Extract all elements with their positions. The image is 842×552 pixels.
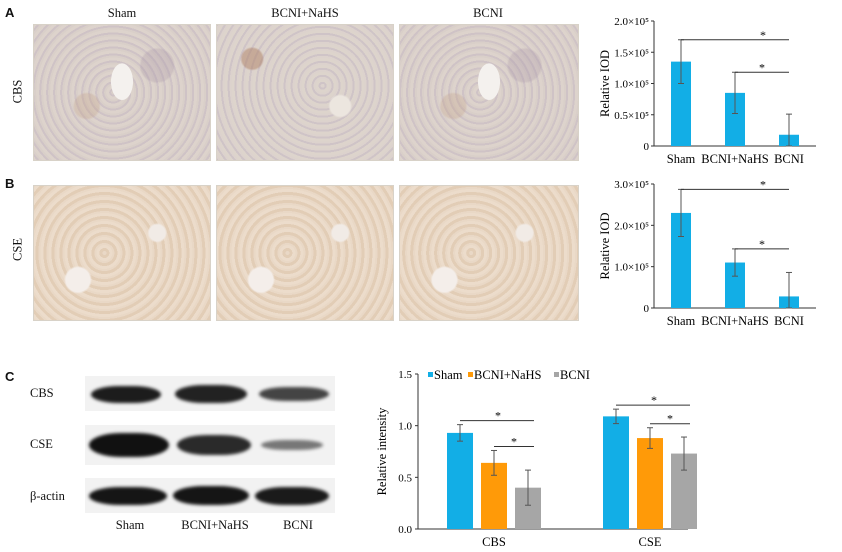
x-tick-label: CBS — [482, 535, 506, 549]
y-axis-label: Relative intensity — [375, 407, 389, 496]
blot-band — [255, 487, 329, 505]
blot-band — [175, 385, 247, 403]
blot-col-label-bcni: BCNI — [283, 518, 313, 532]
bar — [671, 212, 691, 308]
legend-swatch — [468, 372, 473, 377]
micro-row-label-cse: CSE — [10, 238, 25, 261]
blot-band — [261, 440, 323, 450]
blot-col-label-sham: Sham — [115, 518, 145, 532]
panel-letter-a: A — [5, 5, 15, 20]
bar — [603, 416, 629, 529]
bar — [725, 262, 745, 308]
y-tick-label: 2.0×10⁵ — [614, 16, 649, 28]
blot-band — [177, 435, 251, 455]
y-tick-label: 0 — [644, 303, 650, 315]
legend-label: BCNI — [560, 368, 590, 382]
micrograph-cse-nahs — [216, 185, 394, 321]
chart-c-relative-intensity: 0.0 0.5 1.0 1.5 Relative intensity Sham BCNI+N… — [375, 368, 697, 549]
y-tick-label: 1.5 — [398, 369, 412, 381]
bar — [725, 92, 745, 146]
significance-star: * — [667, 412, 673, 426]
panel-letter-c: C — [5, 369, 15, 384]
blot-band — [89, 487, 167, 505]
micro-row-label-cbs: CBS — [10, 79, 25, 104]
y-tick-label: 0.0 — [398, 524, 412, 536]
blot-strip-cbs — [85, 376, 335, 411]
significance-star: * — [511, 434, 517, 448]
micro-col-label-nahs: BCNI+NaHS — [271, 6, 339, 20]
legend-swatch — [554, 372, 559, 377]
x-tick-label: BCNI — [774, 314, 804, 328]
x-tick-label: BCNI+NaHS — [701, 314, 769, 328]
blot-band — [259, 387, 329, 401]
significance-star: * — [760, 28, 766, 42]
significance-star: * — [759, 237, 765, 251]
y-tick-label: 3.0×10⁵ — [614, 179, 649, 191]
y-tick-label: 1.5×10⁵ — [614, 47, 649, 59]
bar — [447, 432, 473, 529]
y-tick-label: 1.0 — [398, 421, 412, 433]
bar — [637, 438, 663, 529]
y-tick-label: 0.5 — [398, 472, 412, 484]
micrograph-cbs-sham — [33, 24, 211, 161]
blot-col-label-nahs: BCNI+NaHS — [181, 518, 249, 532]
y-tick-label: 0 — [644, 141, 650, 153]
chart-a-cbs-iod: 0 0.5×10⁵ 1.0×10⁵ 1.5×10⁵ 2.0×10⁵ Relative IO… — [598, 16, 816, 166]
x-tick-label: Sham — [667, 314, 696, 328]
blot-strip-cse — [85, 425, 335, 465]
blot-strip-actin — [85, 478, 335, 513]
y-axis-label: Relative IOD — [598, 213, 612, 280]
significance-star: * — [495, 409, 501, 423]
blot-band — [173, 486, 249, 505]
y-tick-label: 1.0×10⁵ — [614, 262, 649, 274]
y-axis-label: Relative IOD — [598, 50, 612, 117]
x-tick-label: BCNI+NaHS — [701, 152, 769, 166]
blot-row-label-actin: β-actin — [30, 489, 65, 503]
blot-row-label-cse: CSE — [30, 437, 53, 451]
y-tick-label: 1.0×10⁵ — [614, 79, 649, 91]
blot-band — [89, 433, 169, 457]
micro-col-label-bcni: BCNI — [473, 6, 503, 20]
x-tick-label: CSE — [639, 535, 662, 549]
significance-star: * — [651, 393, 657, 407]
x-tick-label: Sham — [667, 152, 696, 166]
chart-b-cse-iod: 0 1.0×10⁵ 2.0×10⁵ 3.0×10⁵ Relative IOD Sham BC… — [598, 177, 816, 328]
significance-star: * — [760, 177, 766, 191]
y-tick-label: 2.0×10⁵ — [614, 220, 649, 232]
micrograph-cse-bcni — [399, 185, 579, 321]
y-tick-label: 0.5×10⁵ — [614, 110, 649, 122]
panel-letter-b: B — [5, 176, 15, 191]
legend-swatch — [428, 372, 433, 377]
legend-label: BCNI+NaHS — [474, 368, 542, 382]
x-tick-label: BCNI — [774, 152, 804, 166]
blot-band — [91, 386, 161, 403]
micro-col-label-sham: Sham — [107, 6, 137, 20]
legend-label: Sham — [434, 368, 463, 382]
bar — [671, 61, 691, 146]
micrograph-cbs-bcni — [399, 24, 579, 161]
significance-star: * — [759, 60, 765, 74]
micrograph-cbs-nahs — [216, 24, 394, 161]
micrograph-cse-sham — [33, 185, 211, 321]
blot-row-label-cbs: CBS — [30, 386, 54, 400]
